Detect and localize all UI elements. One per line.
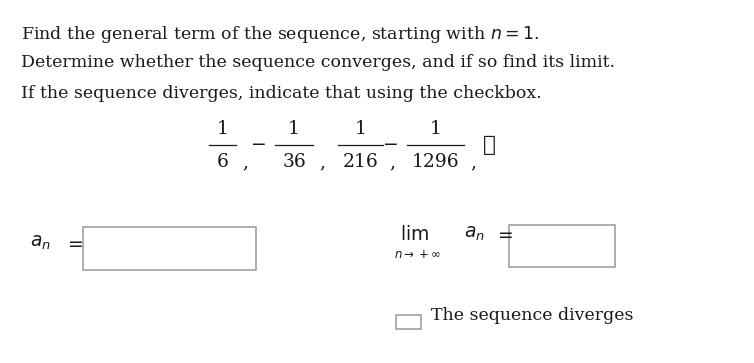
Text: −: −: [383, 136, 398, 154]
Text: 36: 36: [282, 153, 306, 171]
FancyBboxPatch shape: [509, 225, 615, 267]
Text: 1: 1: [430, 120, 442, 138]
Text: $=$: $=$: [494, 225, 513, 243]
Text: 1: 1: [216, 120, 228, 138]
Text: 1: 1: [288, 120, 300, 138]
Text: $=$: $=$: [64, 234, 84, 252]
Text: 6: 6: [216, 153, 228, 171]
Text: −: −: [251, 136, 266, 154]
Text: $a_n$: $a_n$: [464, 225, 485, 243]
Text: ,: ,: [470, 153, 477, 171]
Text: Find the general term of the sequence, starting with $n = 1$.: Find the general term of the sequence, s…: [21, 24, 540, 45]
Text: Determine whether the sequence converges, and if so find its limit.: Determine whether the sequence converges…: [21, 54, 615, 72]
Text: $\lim$: $\lim$: [400, 225, 429, 244]
Text: If the sequence diverges, indicate that using the checkbox.: If the sequence diverges, indicate that …: [21, 85, 541, 102]
Text: The sequence diverges: The sequence diverges: [431, 307, 634, 324]
Text: $n \to +\infty$: $n \to +\infty$: [394, 248, 440, 261]
Text: 1: 1: [354, 120, 366, 138]
FancyBboxPatch shape: [83, 227, 256, 270]
Text: ⋯: ⋯: [483, 134, 495, 156]
Text: ,: ,: [389, 153, 395, 171]
Text: ,: ,: [319, 153, 325, 171]
FancyBboxPatch shape: [396, 315, 421, 329]
Text: $a_n$: $a_n$: [30, 234, 51, 252]
Text: ,: ,: [242, 153, 248, 171]
Text: 1296: 1296: [412, 153, 460, 171]
Text: 216: 216: [342, 153, 379, 171]
